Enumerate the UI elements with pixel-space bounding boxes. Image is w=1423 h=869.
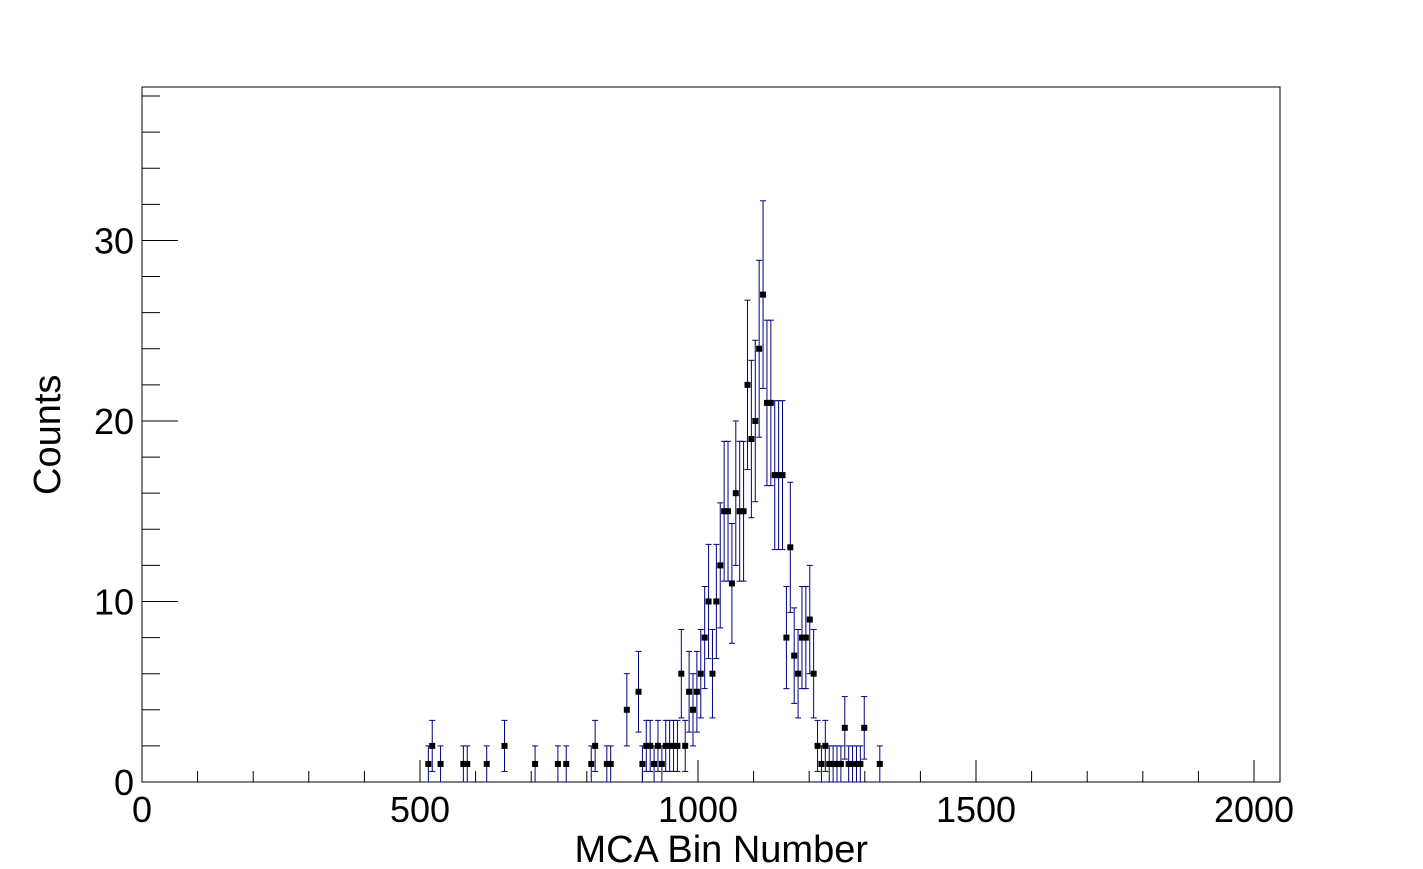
data-point (607, 760, 614, 767)
data-point (822, 742, 829, 749)
data-point (763, 399, 770, 406)
data-point (701, 634, 708, 641)
data-point (651, 760, 658, 767)
data-point (783, 634, 790, 641)
data-point (818, 760, 825, 767)
data-point (779, 472, 786, 479)
x-axis-title: MCA Bin Number (574, 829, 868, 869)
data-point (674, 742, 681, 749)
data-point (748, 436, 755, 443)
data-point (429, 742, 436, 749)
data-point (425, 760, 432, 767)
y-axis-ticks (142, 95, 178, 783)
data-point (662, 742, 669, 749)
data-point (501, 742, 508, 749)
data-point (728, 580, 735, 587)
data-point (830, 760, 837, 767)
data-point (857, 760, 864, 767)
data-point (861, 724, 868, 731)
x-tick-label: 500 (390, 789, 450, 830)
data-point (483, 760, 490, 767)
data-point (802, 634, 809, 641)
data-point (841, 724, 848, 731)
x-tick-label: 0 (132, 789, 152, 830)
data-point (666, 742, 673, 749)
data-point (732, 490, 739, 497)
data-point (826, 760, 833, 767)
data-point (760, 291, 767, 298)
data-point (554, 760, 561, 767)
y-axis-tick-labels: 0 10 20 30 (94, 220, 134, 803)
data-point (771, 472, 778, 479)
data-point (876, 760, 883, 767)
x-axis-tick-labels: 0 500 1000 1500 2000 (132, 789, 1294, 830)
data-point (717, 562, 724, 569)
data-point (756, 345, 763, 352)
data-point (810, 670, 817, 677)
data-point (658, 760, 665, 767)
data-point (693, 688, 700, 695)
data-point (686, 688, 693, 695)
data-point (767, 399, 774, 406)
data-point (464, 760, 471, 767)
y-axis-title: Counts (27, 375, 69, 495)
y-tick-label: 10 (94, 581, 134, 622)
data-point (654, 742, 661, 749)
x-tick-label: 1000 (658, 789, 738, 830)
data-point (603, 760, 610, 767)
data-point (736, 508, 743, 515)
data-points (425, 291, 883, 767)
data-point (592, 742, 599, 749)
data-point (682, 742, 689, 749)
data-point (647, 742, 654, 749)
data-point (837, 760, 844, 767)
data-point (795, 670, 802, 677)
data-point (689, 706, 696, 713)
x-axis-ticks (141, 760, 1255, 782)
data-point (834, 760, 840, 767)
x-tick-label: 1500 (936, 789, 1016, 830)
data-point (639, 760, 646, 767)
data-point (752, 417, 759, 424)
data-point (563, 760, 570, 767)
data-point (697, 670, 704, 677)
data-point (806, 616, 813, 623)
data-point (437, 760, 444, 767)
error-bars (425, 200, 883, 783)
data-point (623, 706, 630, 713)
data-point (787, 544, 794, 551)
data-point (845, 760, 852, 767)
y-tick-label: 20 (94, 401, 134, 442)
data-point (853, 760, 860, 767)
data-point (744, 381, 751, 388)
data-point (725, 508, 732, 515)
data-point (635, 688, 642, 695)
data-point (814, 742, 821, 749)
data-point (532, 760, 539, 767)
data-point (721, 508, 728, 515)
data-point (709, 670, 716, 677)
data-point (775, 472, 782, 479)
plot-frame (141, 86, 1281, 783)
data-point (713, 598, 720, 605)
data-point (791, 652, 798, 659)
data-point (588, 760, 595, 767)
data-point (460, 760, 467, 767)
data-point (643, 742, 650, 749)
y-tick-label: 0 (114, 762, 134, 803)
data-point (678, 670, 685, 677)
y-tick-label: 30 (94, 220, 134, 261)
data-point (740, 508, 747, 515)
x-tick-label: 2000 (1214, 789, 1294, 830)
data-point (670, 742, 677, 749)
data-point (798, 634, 805, 641)
data-point (849, 760, 856, 767)
data-point (705, 598, 712, 605)
